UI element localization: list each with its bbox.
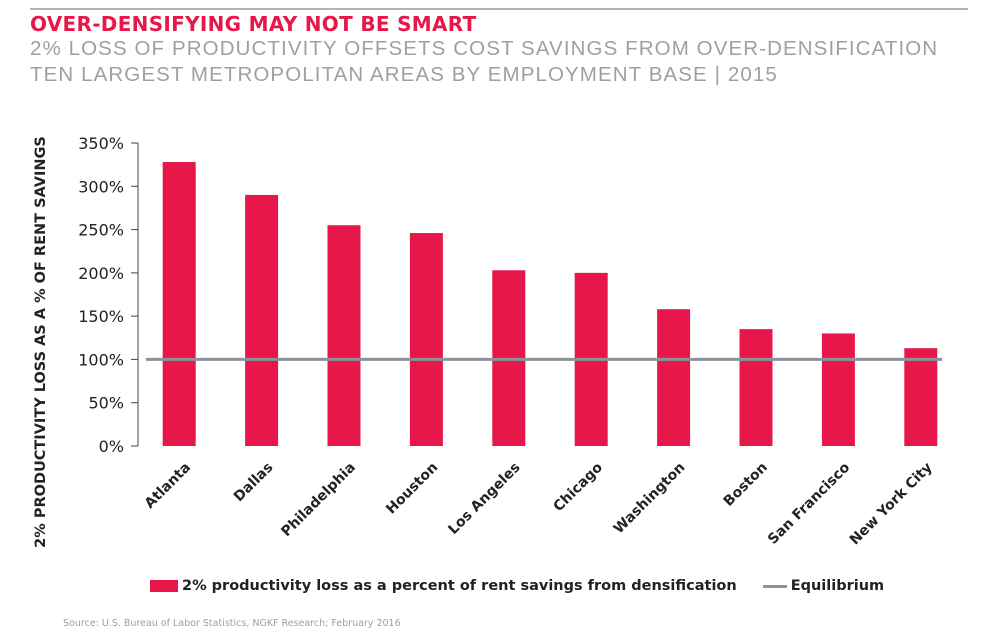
bar [657,309,691,446]
y-axis: 0% 50% 100% 150% 200% 250% 300% 350% [78,134,139,456]
y-tick-label: 50% [88,394,124,413]
legend: 2% productivity loss as a percent of ren… [150,578,884,594]
legend-bar-label: 2% productivity loss as a percent of ren… [182,578,737,594]
x-tick-label: San Francisco [765,459,853,547]
x-axis-labels: Atlanta Dallas Philadelphia Houston Los Ange… [142,459,936,548]
source-note: Source: U.S. Bureau of Labor Statistics,… [63,618,401,629]
bar [327,225,361,446]
bar [904,348,938,446]
x-tick-label: New York City [847,460,936,549]
chart-title: OVER-DENSIFYING MAY NOT BE SMART [30,12,477,36]
bar [821,333,855,446]
x-tick-label: Dallas [231,460,277,506]
bar [245,194,279,446]
legend-line-label: Equilibrium [790,578,885,594]
y-tick-label: 250% [78,221,124,240]
y-tick-label: 300% [78,177,124,196]
y-tick-label: 150% [78,307,124,326]
bar [162,162,196,446]
x-tick-label: Atlanta [142,460,194,512]
bars [162,162,938,446]
y-tick-label: 350% [78,134,124,153]
chart-subtitle-line2: TEN LARGEST METROPOLITAN AREAS BY EMPLOY… [30,63,778,86]
legend-bar-swatch [150,580,178,592]
top-rule [30,8,968,10]
chart-subtitle-line1: 2% LOSS OF PRODUCTIVITY OFFSETS COST SAV… [30,37,939,60]
bar [409,233,443,446]
legend-line-swatch [762,584,787,588]
y-tick-label: 200% [78,264,124,283]
x-tick-label: Boston [721,460,771,510]
y-axis-label: 2% PRODUCTIVITY LOSS AS A % OF RENT SAVI… [33,136,49,548]
x-tick-label: Chicago [551,459,607,515]
x-tick-label: Houston [383,460,441,518]
y-tick-label: 0% [99,437,124,456]
x-tick-label: Washington [611,460,689,538]
x-tick-label: Los Angeles [445,460,523,538]
y-tick-label: 100% [78,350,124,369]
x-tick-label: Philadelphia [278,460,358,540]
bar [739,329,773,446]
